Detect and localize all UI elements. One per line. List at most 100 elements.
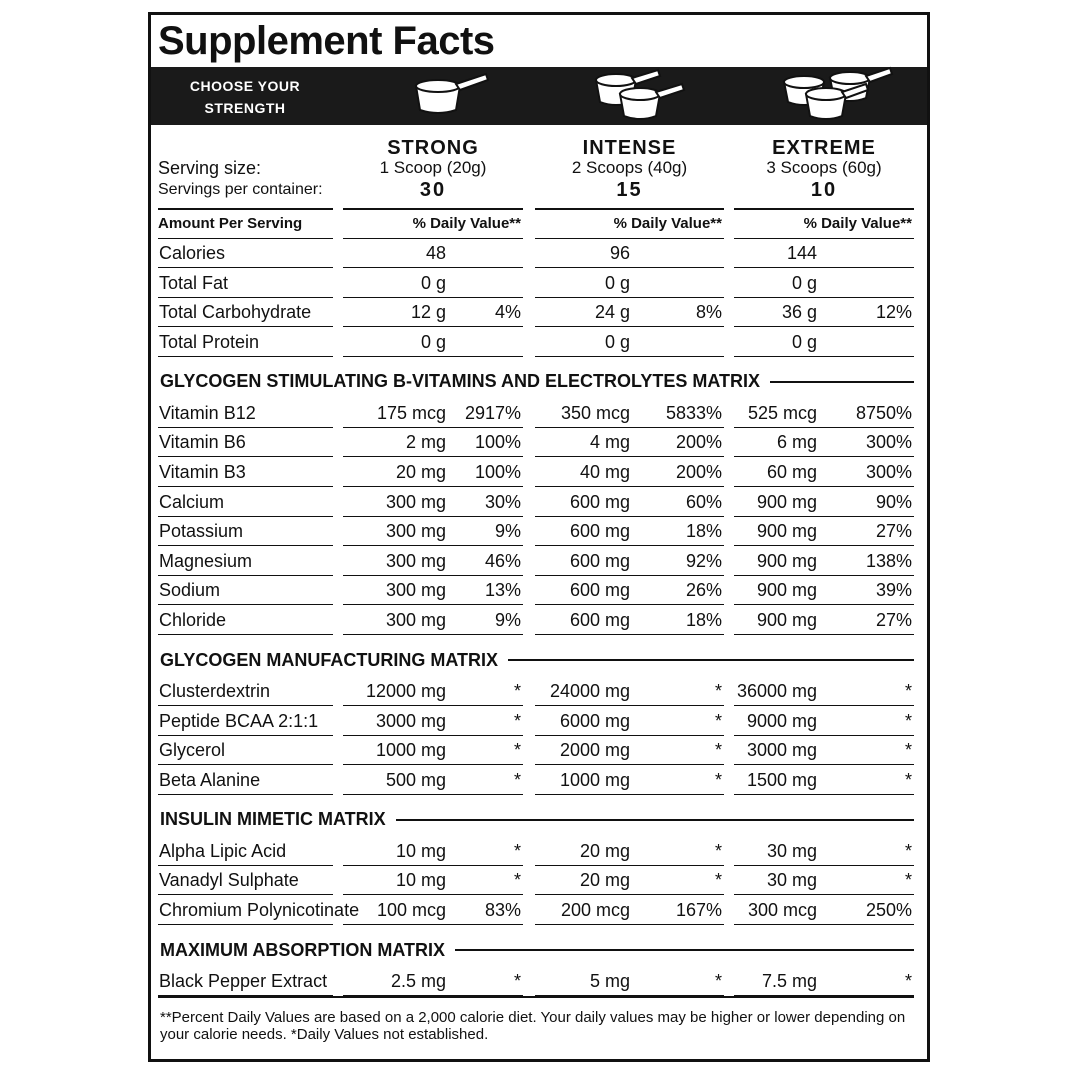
amount: 0 g [420, 272, 446, 293]
strength-label: CHOOSE YOUR STRENGTH [189, 78, 301, 116]
daily-value: 5833% [665, 402, 722, 423]
rule [158, 208, 333, 210]
amount: 0 g [420, 331, 446, 352]
daily-value: 26% [685, 580, 722, 601]
section-title: INSULIN MIMETIC MATRIX [160, 808, 914, 832]
daily-value: 100% [474, 462, 521, 482]
rule [158, 545, 333, 547]
amount: 1500 mg [746, 769, 817, 790]
rule [734, 545, 914, 547]
rule [158, 486, 333, 487]
scoop-two [594, 68, 686, 120]
daily-value: 200% [675, 462, 722, 482]
amount: 175 mcg [376, 402, 446, 423]
row-label: Peptide BCAA 2:1:1 [159, 710, 319, 731]
amount: 200 mcg [560, 900, 630, 920]
row-label: Black Pepper Extract [159, 971, 328, 991]
rule [734, 764, 914, 766]
rule [158, 326, 333, 328]
amount: 300 mg [385, 550, 446, 571]
rule [158, 894, 333, 896]
rule [343, 486, 523, 487]
label-frame [148, 12, 930, 1062]
daily-value: * [904, 769, 912, 790]
row-label: Calories [159, 243, 226, 263]
rule [343, 238, 523, 239]
daily-value: * [714, 840, 722, 861]
amount: 0 g [791, 331, 817, 352]
rule [770, 380, 914, 383]
rule [734, 924, 914, 925]
section-title-text: GLYCOGEN STIMULATING B-VITAMINS AND ELEC… [160, 371, 761, 392]
serving-size-label: Serving size: [158, 158, 262, 178]
amount: 600 mg [569, 521, 630, 542]
daily-value: * [513, 840, 521, 861]
title: Supplement Facts [158, 19, 495, 63]
daily-value: * [904, 710, 912, 731]
row-label: Vitamin B3 [159, 462, 246, 482]
amount: 144 [786, 243, 817, 263]
row-label: Total Protein [159, 331, 260, 352]
dv-header: % Daily Value** [412, 215, 521, 232]
rule [734, 793, 914, 795]
amount: 525 mcg [747, 402, 817, 423]
rule [535, 355, 724, 357]
rule [158, 734, 333, 736]
daily-value: * [513, 769, 521, 790]
amount: 20 mg [579, 840, 630, 861]
amount: 2 mg [405, 432, 446, 453]
level-name: INTENSE [582, 137, 677, 159]
row-label: Vanadyl Sulphate [159, 870, 299, 891]
rule [158, 924, 333, 925]
rule [158, 996, 914, 998]
row-label: Beta Alanine [159, 769, 261, 790]
rule [535, 515, 724, 517]
rule [158, 604, 333, 606]
amount: 900 mg [756, 491, 817, 512]
amount: 10 mg [395, 840, 446, 861]
amount: 300 mg [385, 580, 446, 601]
amount: 12 g [410, 302, 446, 323]
amount: 4 mg [589, 432, 630, 453]
rule [535, 296, 724, 298]
amount: 36000 mg [736, 681, 817, 701]
section-title-text: GLYCOGEN MANUFACTURING MATRIX [160, 649, 499, 670]
daily-value: * [714, 740, 722, 761]
serving: 2 Scoops (40g) [571, 158, 688, 177]
rule [535, 574, 724, 576]
rule [343, 296, 523, 298]
row-label: Sodium [159, 580, 221, 601]
daily-value: * [904, 870, 912, 891]
daily-value: 8% [695, 302, 722, 323]
rule [535, 995, 724, 996]
daily-value: 30% [484, 491, 521, 512]
daily-value: * [513, 710, 521, 731]
rule [343, 924, 523, 925]
daily-value: 27% [875, 610, 912, 630]
rule [158, 574, 333, 576]
row-label: Chloride [159, 610, 227, 630]
daily-value: * [513, 740, 521, 761]
daily-value: 300% [865, 432, 912, 453]
daily-value: 92% [685, 550, 722, 571]
rule [535, 634, 724, 635]
row-label: Alpha Lipic Acid [159, 840, 287, 861]
rule [535, 208, 724, 210]
servings-label: Servings per container: [158, 181, 323, 198]
rule [343, 574, 523, 576]
row-label: Total Carbohydrate [159, 302, 312, 323]
amount: 900 mg [756, 550, 817, 571]
row-label: Total Fat [159, 272, 229, 293]
daily-value: * [714, 870, 722, 891]
section-title: GLYCOGEN STIMULATING B-VITAMINS AND ELEC… [160, 370, 914, 394]
rule [343, 705, 523, 706]
amount: 30 mg [766, 870, 817, 891]
amount: 2.5 mg [390, 971, 446, 991]
rule [535, 864, 724, 866]
amount: 600 mg [569, 550, 630, 571]
amount: 6000 mg [559, 710, 630, 731]
daily-value: * [714, 769, 722, 790]
daily-value: 8750% [855, 402, 912, 423]
amount: 60 mg [766, 462, 817, 482]
